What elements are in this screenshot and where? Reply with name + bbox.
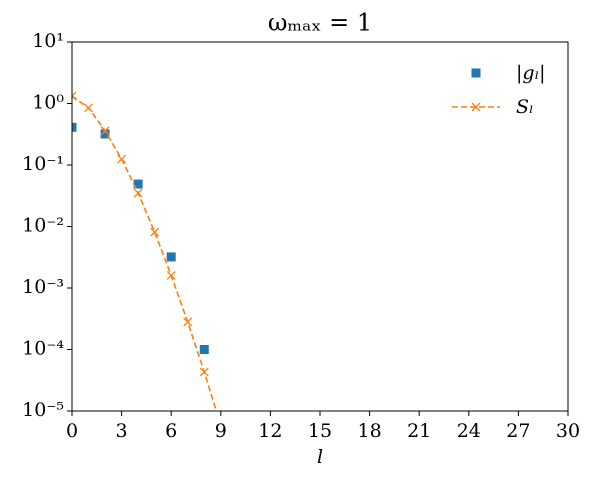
- data-point: [150, 227, 160, 237]
- x-tick-label: 15: [308, 420, 332, 442]
- data-point: [72, 91, 77, 101]
- y-tick-label: 10⁻²: [22, 215, 64, 237]
- x-tick-label: 24: [457, 420, 481, 442]
- data-point: [100, 129, 110, 139]
- data-point: [117, 154, 127, 164]
- x-tick-label: 27: [506, 420, 530, 442]
- x-tick-label: 21: [407, 420, 431, 442]
- x-tick-label: 30: [556, 420, 580, 442]
- series-line: [72, 95, 218, 411]
- plot-frame: [71, 41, 569, 412]
- data-point: [166, 270, 176, 280]
- chart-title: ωₘₐₓ = 1: [268, 9, 372, 37]
- y-tick-label: 10¹: [32, 30, 64, 52]
- legend-marker: [471, 68, 481, 78]
- data-point: [133, 188, 143, 198]
- data-point: [199, 367, 209, 377]
- x-tick-label: 9: [215, 420, 227, 442]
- data-point: [166, 252, 176, 262]
- data-point: [100, 126, 110, 136]
- data-point: [72, 122, 77, 132]
- y-tick-label: 10⁻³: [22, 276, 64, 298]
- data-point: [183, 317, 193, 327]
- y-tick-label: 10⁰: [32, 92, 64, 114]
- x-tick-label: 12: [258, 420, 282, 442]
- plot-area: [72, 91, 218, 411]
- legend-marker: [471, 102, 481, 112]
- data-point: [133, 179, 143, 189]
- legend-label: |gₗ|: [516, 62, 546, 84]
- x-tick-label: 3: [116, 420, 128, 442]
- x-tick-label: 6: [165, 420, 177, 442]
- x-tick-label: 0: [66, 420, 78, 442]
- y-tick-label: 10⁻⁵: [22, 399, 64, 421]
- y-tick-label: 10⁻¹: [22, 153, 64, 175]
- y-tick-label: 10⁻⁴: [22, 338, 64, 360]
- legend-label: Sₗ: [516, 96, 534, 118]
- x-tick-label: 18: [358, 420, 382, 442]
- data-point: [199, 345, 209, 354]
- data-point: [84, 103, 93, 113]
- x-axis-label: l: [317, 446, 323, 468]
